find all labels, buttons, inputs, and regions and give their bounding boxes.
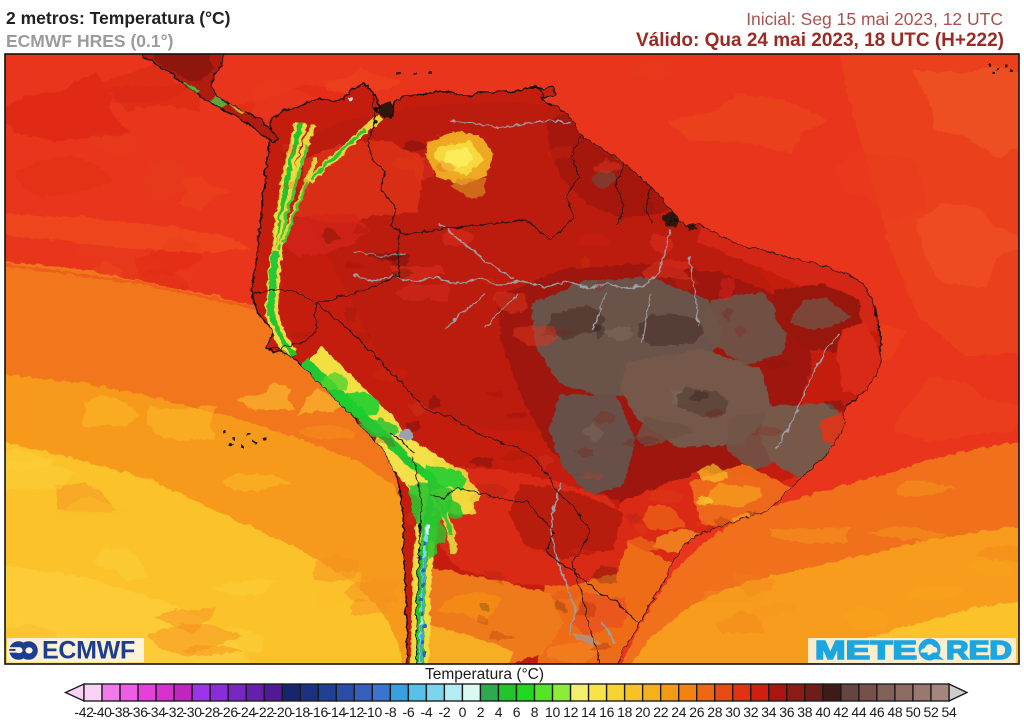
svg-text:-40: -40 bbox=[92, 704, 112, 720]
svg-text:-24: -24 bbox=[237, 704, 257, 720]
svg-text:52: 52 bbox=[924, 704, 939, 720]
svg-text:10: 10 bbox=[545, 704, 560, 720]
svg-text:30: 30 bbox=[725, 704, 740, 720]
svg-text:-20: -20 bbox=[273, 704, 293, 720]
svg-text:-22: -22 bbox=[255, 704, 275, 720]
svg-text:ECMWF: ECMWF bbox=[42, 637, 135, 665]
svg-text:12: 12 bbox=[563, 704, 578, 720]
svg-text:-18: -18 bbox=[291, 704, 311, 720]
svg-text:14: 14 bbox=[581, 704, 596, 720]
svg-text:44: 44 bbox=[851, 704, 866, 720]
svg-text:46: 46 bbox=[869, 704, 884, 720]
svg-text:-6: -6 bbox=[402, 704, 414, 720]
svg-text:36: 36 bbox=[779, 704, 794, 720]
svg-text:-8: -8 bbox=[384, 704, 396, 720]
svg-text:20: 20 bbox=[635, 704, 650, 720]
svg-text:-42: -42 bbox=[74, 704, 94, 720]
svg-text:42: 42 bbox=[833, 704, 848, 720]
svg-text:32: 32 bbox=[743, 704, 758, 720]
svg-text:48: 48 bbox=[887, 704, 902, 720]
svg-text:-4: -4 bbox=[420, 704, 432, 720]
svg-text:16: 16 bbox=[599, 704, 614, 720]
svg-text:-14: -14 bbox=[327, 704, 347, 720]
svg-text:RED: RED bbox=[946, 635, 1012, 665]
svg-text:24: 24 bbox=[671, 704, 686, 720]
svg-text:50: 50 bbox=[906, 704, 921, 720]
svg-text:6: 6 bbox=[513, 704, 521, 720]
svg-text:-32: -32 bbox=[164, 704, 184, 720]
svg-text:26: 26 bbox=[689, 704, 704, 720]
svg-text:0: 0 bbox=[459, 704, 467, 720]
svg-text:METE: METE bbox=[815, 635, 917, 665]
svg-text:4: 4 bbox=[495, 704, 503, 720]
svg-text:-26: -26 bbox=[219, 704, 239, 720]
svg-text:-28: -28 bbox=[200, 704, 220, 720]
svg-text:-2: -2 bbox=[438, 704, 450, 720]
svg-text:-16: -16 bbox=[309, 704, 329, 720]
svg-text:34: 34 bbox=[761, 704, 776, 720]
svg-text:-38: -38 bbox=[110, 704, 130, 720]
svg-text:-36: -36 bbox=[128, 704, 148, 720]
svg-text:-34: -34 bbox=[146, 704, 166, 720]
svg-text:-10: -10 bbox=[363, 704, 383, 720]
svg-text:38: 38 bbox=[797, 704, 812, 720]
svg-text:-12: -12 bbox=[345, 704, 365, 720]
svg-text:-30: -30 bbox=[182, 704, 202, 720]
svg-text:40: 40 bbox=[815, 704, 830, 720]
svg-text:2: 2 bbox=[477, 704, 485, 720]
svg-text:8: 8 bbox=[531, 704, 539, 720]
svg-text:22: 22 bbox=[653, 704, 668, 720]
svg-text:54: 54 bbox=[942, 704, 957, 720]
svg-text:18: 18 bbox=[617, 704, 632, 720]
svg-text:Temperatura (°C): Temperatura (°C) bbox=[425, 666, 544, 683]
svg-text:28: 28 bbox=[707, 704, 722, 720]
